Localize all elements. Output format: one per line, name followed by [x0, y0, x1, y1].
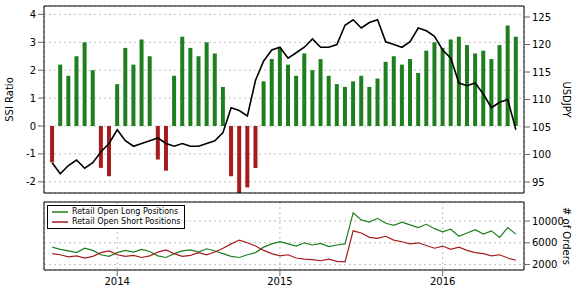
html-text:Retail Open Long Positions: Retail Open Long Positions	[72, 207, 179, 216]
svg-text:10000: 10000	[532, 216, 564, 227]
svg-text:2000: 2000	[532, 259, 557, 270]
html-text:Retail Open Short Positions: Retail Open Short Positions	[72, 217, 181, 226]
svg-text:125: 125	[532, 12, 551, 23]
svg-text:SSI Ratio: SSI Ratio	[8, 77, 15, 122]
svg-text:-1: -1	[26, 148, 36, 159]
svg-text:115: 115	[532, 67, 551, 78]
svg-text:105: 105	[532, 122, 551, 133]
svg-text:1: 1	[30, 93, 36, 104]
svg-text:95: 95	[532, 177, 545, 188]
svg-text:-2: -2	[26, 176, 36, 187]
svg-text:# of Orders: # of Orders	[561, 207, 568, 265]
svg-text:110: 110	[532, 94, 551, 105]
svg-text:2016: 2016	[430, 276, 455, 287]
svg-text:0: 0	[30, 121, 36, 132]
svg-text:2014: 2014	[104, 276, 129, 287]
svg-text:USDJPY: USDJPY	[561, 81, 568, 118]
svg-text:6000: 6000	[532, 237, 557, 248]
svg-text:2015: 2015	[267, 276, 292, 287]
svg-text:120: 120	[532, 39, 551, 50]
svg-text:100: 100	[532, 149, 551, 160]
svg-text:2: 2	[30, 65, 36, 76]
svg-text:3: 3	[30, 37, 36, 48]
svg-text:4: 4	[30, 9, 36, 20]
